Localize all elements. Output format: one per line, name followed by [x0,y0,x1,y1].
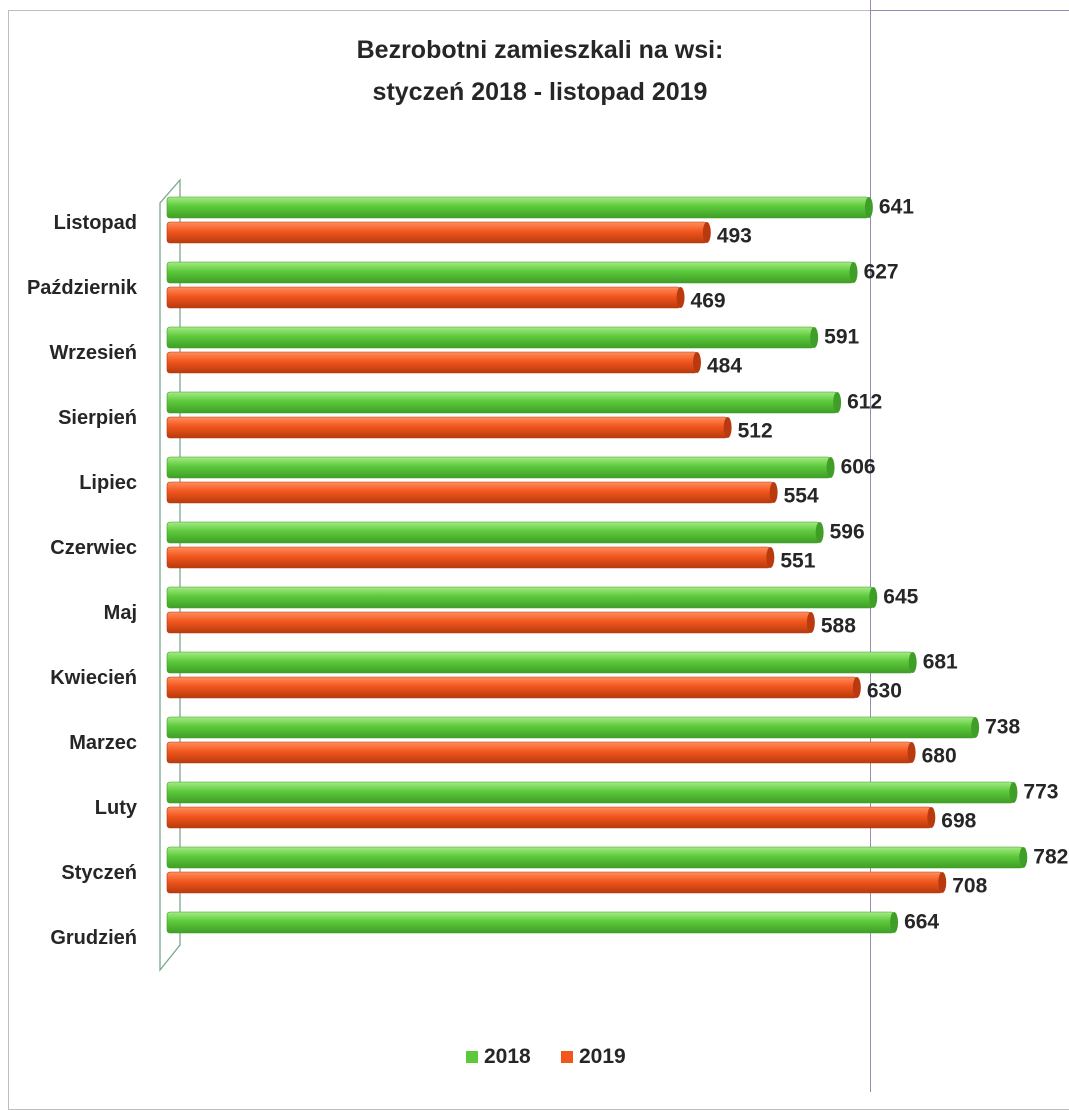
category-label-kwiecien: Kwiecień [50,667,137,689]
bar-2018-sierpien [166,391,838,414]
bar-end-2018-grudzien [890,912,899,933]
data-label-2019-styczen: 708 [952,875,987,898]
data-label-2018-marzec: 738 [985,716,1020,739]
category-label-luty: Luty [95,797,138,819]
bar-2019-kwiecien [166,676,858,699]
bar-end-2018-czerwiec [815,522,824,543]
category-label-lipiec: Lipiec [79,472,137,494]
bar-end-2018-luty [1009,782,1018,803]
bar-end-2018-listopad [864,197,873,218]
bar-2018-luty [166,781,1014,804]
chart-title-line-1: Bezrobotni zamieszkali na wsi: [356,36,724,64]
data-label-2018-wrzesien: 591 [824,326,859,349]
data-label-2018-kwiecien: 681 [923,651,958,674]
bar-end-2019-kwiecien [852,677,861,698]
bar-2018-kwiecien [166,651,913,674]
data-label-2019-marzec: 680 [922,745,957,768]
data-label-2019-wrzesien: 484 [707,355,742,378]
bar-2018-wrzesien [166,326,815,349]
bar-end-2018-wrzesien [810,327,819,348]
data-label-2019-luty: 698 [941,810,976,833]
page-margin-line-top [870,10,1069,11]
bar-2019-czerwiec [166,546,771,569]
data-label-2019-kwiecien: 630 [867,680,902,703]
category-label-czerwiec: Czerwiec [50,537,137,559]
chart-title-line-2: styczeń 2018 - listopad 2019 [372,78,708,106]
legend-label-2018: 2018 [484,1045,531,1068]
bar-end-2018-lipiec [826,457,835,478]
bar-2018-pazdziernik [166,261,854,284]
bar-end-2019-listopad [702,222,711,243]
category-label-listopad: Listopad [54,212,137,234]
legend: 2018 2019 [0,1045,1069,1071]
legend-swatch-2019 [561,1051,573,1063]
bar-end-2019-maj [806,612,815,633]
data-label-2019-sierpien: 512 [738,420,773,443]
bar-end-2018-styczen [1019,847,1028,868]
bar-end-2019-pazdziernik [676,287,685,308]
data-label-2019-listopad: 493 [717,225,752,248]
bar-end-2019-wrzesien [692,352,701,373]
bar-2019-maj [166,611,812,634]
data-label-2018-listopad: 641 [879,196,914,219]
category-label-styczen: Styczeń [61,862,137,884]
category-label-maj: Maj [104,602,137,624]
bar-2019-listopad [166,221,708,244]
legend-item-2019: 2019 [561,1045,626,1069]
bar-end-2019-marzec [907,742,916,763]
bar-2019-marzec [166,741,912,764]
data-label-2018-luty: 773 [1023,781,1058,804]
bar-2018-lipiec [166,456,831,479]
category-label-wrzesien: Wrzesień [50,342,137,364]
data-label-2018-grudzien: 664 [904,911,939,934]
bar-2018-listopad [166,196,870,219]
bar-end-2018-pazdziernik [849,262,858,283]
data-label-2019-czerwiec: 551 [780,550,815,573]
bar-2019-lipiec [166,481,774,504]
bar-end-2018-maj [869,587,878,608]
data-label-2019-lipiec: 554 [784,485,819,508]
data-label-2018-pazdziernik: 627 [864,261,899,284]
legend-label-2019: 2019 [579,1045,626,1068]
category-label-grudzien: Grudzień [50,927,137,949]
category-label-marzec: Marzec [69,732,137,754]
bar-end-2018-sierpien [833,392,842,413]
data-label-2018-maj: 645 [883,586,918,609]
legend-item-2018: 2018 [466,1045,531,1069]
bar-end-2019-czerwiec [766,547,775,568]
data-label-2018-czerwiec: 596 [830,521,865,544]
category-label-sierpien: Sierpień [58,407,137,429]
bar-end-2019-styczen [938,872,947,893]
bar-2019-styczen [166,871,943,894]
bar-2019-pazdziernik [166,286,681,309]
bar-end-2019-luty [927,807,936,828]
bar-2019-luty [166,806,932,829]
data-label-2018-sierpien: 612 [847,391,882,414]
bar-end-2018-kwiecien [908,652,917,673]
data-label-2019-maj: 588 [821,615,856,638]
bar-2018-styczen [166,846,1024,869]
bar-2018-maj [166,586,874,609]
bar-end-2019-lipiec [769,482,778,503]
bar-2019-wrzesien [166,351,698,374]
bar-end-2018-marzec [971,717,980,738]
bar-2018-marzec [166,716,976,739]
legend-swatch-2018 [466,1051,478,1063]
data-label-2019-pazdziernik: 469 [691,290,726,313]
page-margin-line [870,0,871,1092]
bar-2018-czerwiec [166,521,820,544]
bar-2018-grudzien [166,911,895,934]
bar-2019-sierpien [166,416,728,439]
bar-end-2019-sierpien [723,417,732,438]
category-label-pazdziernik: Październik [27,277,138,299]
data-label-2018-lipiec: 606 [841,456,876,479]
data-label-2018-styczen: 782 [1033,846,1068,869]
